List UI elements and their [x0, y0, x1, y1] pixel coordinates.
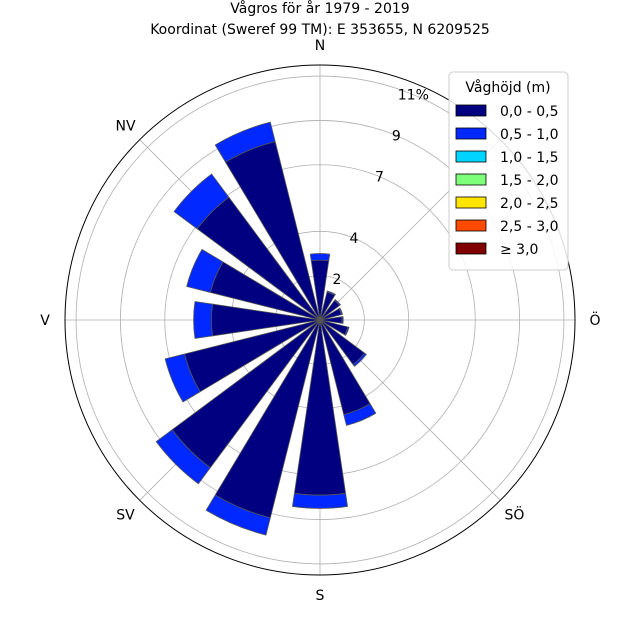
- bar-sector-0-series-1: [309, 253, 331, 262]
- chart-title: Vågros för år 1979 - 2019: [230, 0, 409, 17]
- bar-sector-1-series-1: [326, 290, 336, 296]
- legend-swatch-0: [455, 104, 487, 117]
- legend-swatch-2: [455, 150, 487, 163]
- bar-sector-6-series-1: [352, 352, 367, 367]
- bar-sector-12-series-1: [193, 301, 213, 339]
- r-tick-label-2: 7: [375, 170, 384, 186]
- r-tick-label-0: 2: [333, 272, 342, 288]
- direction-labels: N Ö SÖ S SV V NV: [40, 38, 600, 604]
- direction-label-SÖ: SÖ: [505, 505, 525, 523]
- bar-sector-0-series-0: [310, 259, 330, 321]
- legend-label-3: 1,5 - 2,0: [500, 173, 558, 189]
- legend-title: Våghöjd (m): [465, 79, 550, 96]
- direction-label-SV: SV: [116, 507, 135, 523]
- legend-label-2: 1,0 - 1,5: [500, 150, 558, 166]
- bar-sector-12-series-0: [210, 303, 321, 337]
- bar-sector-2-series-1: [333, 298, 342, 307]
- direction-label-Ö: Ö: [589, 311, 600, 329]
- bar-sector-3-series-1: [338, 307, 344, 316]
- legend-swatch-5: [455, 219, 487, 232]
- legend-label-6: ≥ 3,0: [500, 242, 538, 258]
- r-tick-label-4: 11%: [398, 88, 429, 104]
- r-tick-label-3: 9: [392, 129, 401, 145]
- legend-swatch-6: [455, 242, 487, 255]
- bar-sector-13-series-1: [186, 248, 224, 293]
- legend-swatch-3: [455, 173, 487, 186]
- r-tick-label-1: 4: [349, 231, 358, 247]
- bar-sector-10-series-1: [155, 429, 211, 485]
- legend-label-0: 0,0 - 0,5: [500, 104, 558, 120]
- legend-swatch-4: [455, 196, 487, 209]
- legend-label-1: 0,5 - 1,0: [500, 127, 558, 143]
- bar-sector-11-series-1: [164, 353, 201, 403]
- bar-sector-15-series-1: [214, 121, 276, 163]
- bar-sector-8-series-0: [293, 319, 347, 496]
- outer-circle: [64, 64, 576, 576]
- bar-sector-7-series-1: [343, 403, 377, 426]
- bar-sector-4-series-1: [341, 316, 344, 324]
- direction-label-V: V: [40, 313, 50, 329]
- bar-sector-5-series-1: [344, 326, 350, 336]
- legend-swatch-1: [455, 127, 487, 140]
- bar-sector-14-series-1: [173, 173, 230, 230]
- radial-tick-labels: 2 4 7 9 11%: [333, 88, 429, 288]
- bar-sector-8-series-1: [292, 492, 348, 509]
- legend-frame: [448, 71, 569, 271]
- rose-bars: [155, 121, 377, 536]
- legend-label-5: 2,5 - 3,0: [500, 219, 558, 235]
- legend: Våghöjd (m) 0,0 - 0,5 0,5 - 1,0 1,0 - 1,5 1…: [448, 71, 569, 271]
- direction-label-NV: NV: [116, 119, 136, 135]
- direction-label-S: S: [316, 588, 325, 604]
- legend-label-4: 2,0 - 2,5: [500, 196, 558, 212]
- chart-subtitle: Koordinat (Sweref 99 TM): E 353655, N 62…: [150, 22, 490, 38]
- bar-sector-9-series-1: [205, 494, 271, 536]
- direction-label-N: N: [315, 38, 325, 54]
